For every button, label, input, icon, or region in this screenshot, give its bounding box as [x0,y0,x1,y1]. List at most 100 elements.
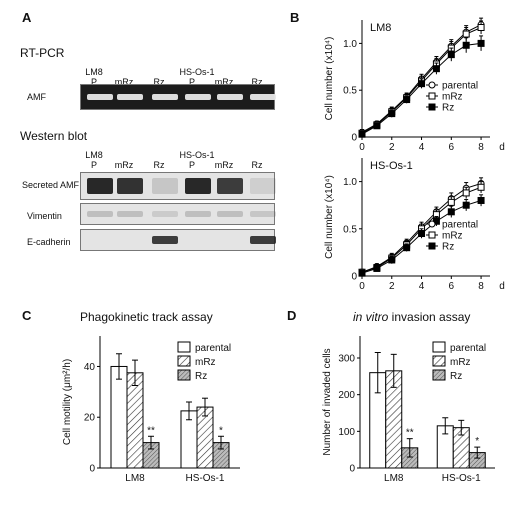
b-lm8-legend-label-Rz: Rz [442,103,454,114]
b-hsos1-ytick-label: 0.5 [343,224,357,235]
b-hsos1-point-Rz [373,264,381,272]
b-hsos1-point-Rz [358,269,366,277]
secreted-amf-band-3 [152,178,178,194]
western-gel-secreted-amf [80,172,276,200]
b-hsos1-legend-label-parental: parental [442,220,478,231]
b-hsos1-legend-label-Rz: Rz [442,242,454,253]
b-lm8-ytick-label: 1.0 [343,39,357,50]
b-lm8-point-Rz [462,41,470,49]
c-category-lm8: LM8 [125,473,145,484]
b-lm8-x-unit: d [499,142,505,153]
b-lm8-legend-marker-Rz [428,103,436,111]
rt-row-amf: AMF [27,92,46,102]
rt-group-hsos1: HS-Os-1 [179,67,215,77]
b-lm8-point-Rz [403,96,411,104]
wb-row-vimentin: Vimentin [27,211,62,221]
b-hsos1-x-unit: d [499,281,505,292]
wb-group-lm8: LM8 [85,150,103,160]
rtpcr-amf-band-2 [117,94,143,100]
d-ytick-label: 0 [349,464,355,475]
rt-lane-1: P [90,77,97,87]
vimentin-band-4 [185,211,211,217]
panel-d-letter: D [287,308,297,323]
b-hsos1-legend-label-mRz: mRz [442,231,463,242]
c-legend-swatch-Rz [177,369,191,381]
c-legend-swatch-parental [177,341,191,353]
rtpcr-amf-band-1 [87,94,113,100]
b-lm8-point-Rz [477,39,485,47]
rt-group-lm8: LM8 [85,67,103,77]
d-ytick-label: 100 [338,427,355,438]
chart-d-title-italic: in vitro [353,310,389,324]
chart-d-title-rest: invasion assay [388,310,471,324]
secreted-amf-band-2 [117,178,143,194]
wb-lane-5: mRz [214,160,234,170]
b-hsos1-ytick-label: 1.0 [343,177,357,188]
western-gel-e-cadherin [80,229,276,251]
d-legend-label-mRz: mRz [450,357,471,368]
c-ytick-label: 40 [84,362,96,373]
rtpcr-gel-amf [80,84,276,110]
b-lm8-xtick-label: 4 [419,142,425,153]
rtpcr-title: RT-PCR [20,46,65,60]
e-cadherin-band-6 [250,236,276,244]
b-hsos1-xtick-label: 2 [389,281,395,292]
c-category-hs-os-1: HS-Os-1 [186,473,225,484]
b-lm8-xtick-label: 8 [478,142,484,153]
panel-b-letter: B [290,10,300,25]
d-sig-annotation: ** [406,428,414,439]
c-sig-annotation: ** [147,425,155,436]
b-hsos1-point-mRz [462,189,470,197]
chart-d-title: in vitro invasion assay [353,310,470,324]
b-hsos1-point-Rz [388,256,396,264]
d-legend-label-parental: parental [450,343,486,354]
panel-a-letter: A [22,10,32,25]
rt-lane-4: P [188,77,195,87]
b-lm8-xtick-label: 6 [449,142,455,153]
b-hsos1-ylabel: Cell number (x10⁴) [324,175,335,259]
western-title: Western blot [20,129,88,143]
wb-group-hsos1: HS-Os-1 [179,150,215,160]
b-lm8-xtick-label: 0 [359,142,365,153]
vimentin-band-2 [117,211,143,217]
wb-lane-6: Rz [251,160,263,170]
c-ylabel: Cell motility (μm²/h) [62,359,73,445]
c-legend-label-mRz: mRz [195,357,216,368]
b-hsos1-point-Rz [477,196,485,204]
c-sig-annotation: * [219,425,223,436]
b-lm8-ytick-label: 0.5 [343,86,357,97]
secreted-amf-band-1 [87,178,113,194]
western-gel-vimentin [80,203,276,225]
d-legend-swatch-mRz [432,355,446,367]
vimentin-band-3 [152,211,178,217]
wb-lane-3: Rz [153,160,165,170]
d-ylabel: Number of invaded cells [322,348,333,455]
b-hsos1-ytick-label: 0 [351,272,357,283]
b-hsos1-point-mRz [447,198,455,206]
b-lm8-legend-marker-mRz [428,92,436,100]
d-ytick-label: 200 [338,390,355,401]
rtpcr-amf-band-6 [250,94,276,100]
b-hsos1-inset-label: HS-Os-1 [370,160,413,172]
d-legend-swatch-parental [432,341,446,353]
b-lm8-point-mRz [477,23,485,31]
b-hsos1-point-Rz [447,208,455,216]
chart-c-title: Phagokinetic track assay [80,310,213,324]
b-lm8-legend-label-mRz: mRz [442,92,463,103]
b-lm8-point-mRz [462,30,470,38]
wb-row-secreted-amf: Secreted AMF [22,180,80,190]
c-legend-label-parental: parental [195,343,231,354]
rtpcr-amf-band-5 [217,94,243,100]
b-hsos1-point-Rz [462,201,470,209]
b-lm8-ytick-label: 0 [351,133,357,144]
b-hsos1-xtick-label: 8 [478,281,484,292]
wb-lane-1: P [90,160,97,170]
c-ytick-label: 20 [84,413,96,424]
c-ytick-label: 0 [89,464,95,475]
vimentin-band-1 [87,211,113,217]
b-hsos1-legend-marker-parental [428,220,436,228]
rt-lane-6: Rz [251,77,263,87]
b-hsos1-xtick-label: 6 [449,281,455,292]
